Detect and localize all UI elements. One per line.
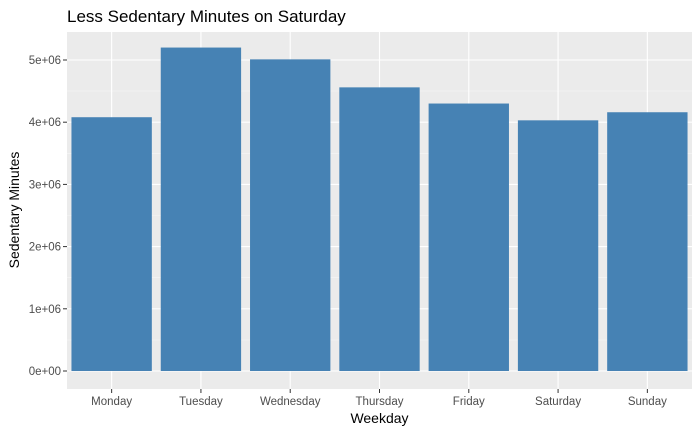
x-axis: Monday Tuesday Wednesday Thursday Friday Satu… [91,389,667,408]
x-tick-label: Friday [453,396,485,408]
y-tick-label: 0e+00 [29,366,61,378]
y-tick-label: 1e+06 [29,304,61,316]
bars [71,47,688,372]
bar-monday [71,117,152,371]
y-tick-label: 5e+06 [29,55,61,67]
x-tick-label: Thursday [356,396,404,408]
chart-title: Less Sedentary Minutes on Saturday [67,7,346,26]
bar-friday [428,103,509,372]
bar-tuesday [160,47,242,372]
y-axis-title: Sedentary Minutes [6,152,22,269]
x-tick-label: Monday [91,396,132,408]
y-axis: 0e+00 1e+06 2e+06 3e+06 4e+06 5e+06 [29,55,67,378]
x-tick-label: Sunday [628,396,667,408]
y-tick-label: 3e+06 [29,179,61,191]
x-tick-label: Saturday [535,396,581,408]
y-tick-label: 2e+06 [29,242,61,254]
x-axis-title: Weekday [350,410,408,426]
x-tick-label: Wednesday [260,396,321,408]
bar-thursday [339,87,420,372]
bar-wednesday [250,59,331,372]
y-tick-label: 4e+06 [29,117,61,129]
bar-sunday [607,112,688,372]
x-tick-label: Tuesday [179,396,223,408]
bar-saturday [517,120,599,372]
